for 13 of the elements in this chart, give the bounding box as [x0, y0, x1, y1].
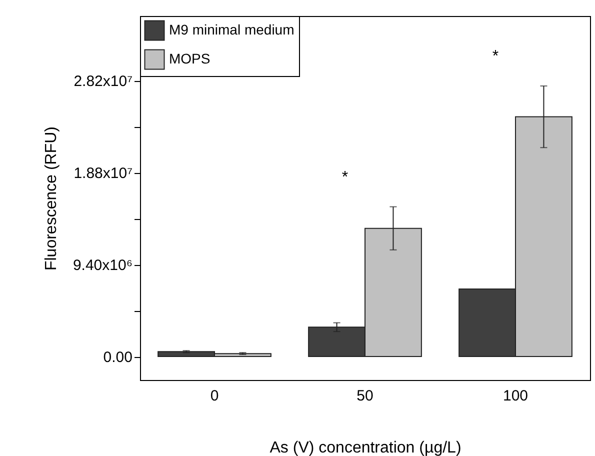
legend-label: M9 minimal medium [169, 22, 294, 38]
legend-label: MOPS [169, 50, 210, 66]
y-tick-label: 0.00 [103, 349, 132, 366]
y-tick-label: 2.82x10⁷ [74, 73, 132, 90]
x-axis-title: As (V) concentration (µg/L) [270, 440, 462, 456]
x-tick-label: 50 [356, 388, 374, 404]
annotation: * [492, 48, 499, 65]
x-tick-label: 100 [502, 388, 528, 404]
x-tick-label: 0 [210, 388, 219, 404]
y-tick-label: 9.40x10⁶ [72, 257, 132, 274]
y-tick-label: 1.88x10⁷ [74, 165, 132, 182]
annotation: * [342, 168, 348, 186]
y-axis-title: Fluorescence (RFU) [42, 126, 60, 271]
